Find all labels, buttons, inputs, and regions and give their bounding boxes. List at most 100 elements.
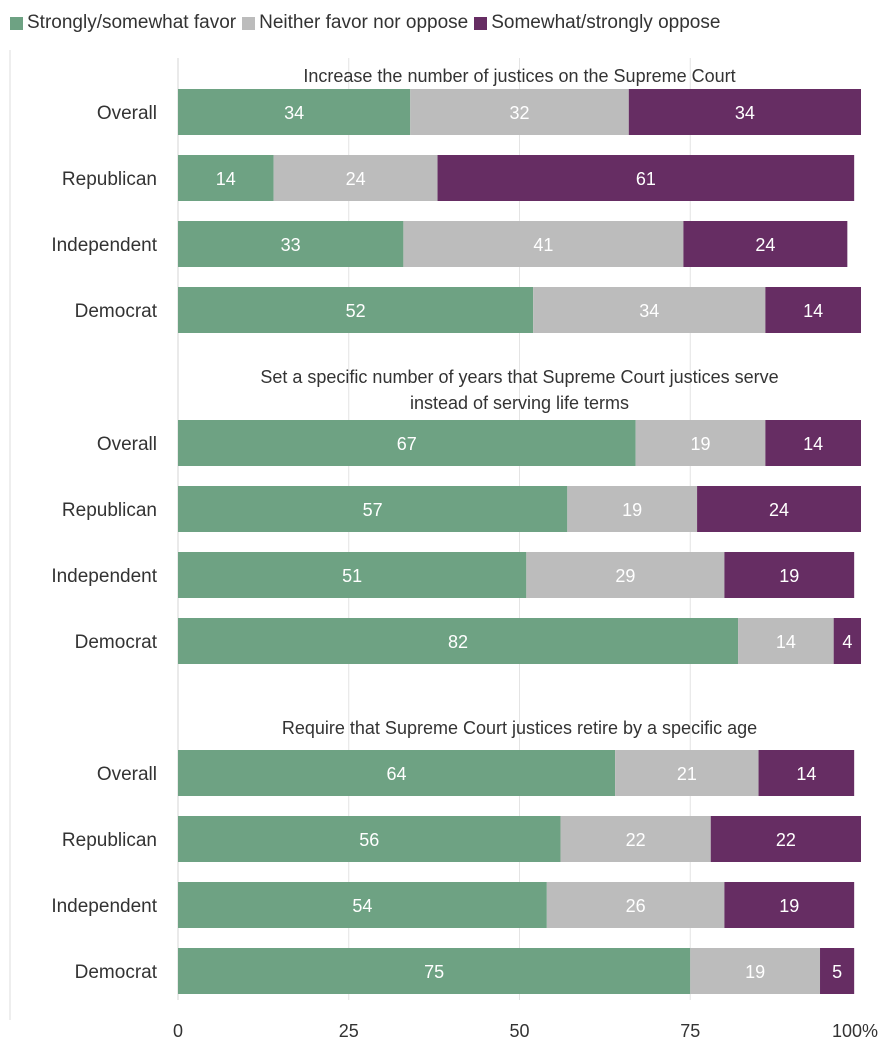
data-label: 34 (639, 301, 659, 321)
data-label: 32 (509, 103, 529, 123)
data-label: 33 (281, 235, 301, 255)
legend-swatch-neither (242, 16, 256, 30)
bar-segment (615, 750, 759, 796)
data-label: 19 (779, 896, 799, 916)
bar-segment (178, 155, 274, 201)
bar-segment (690, 948, 821, 994)
data-label: 54 (352, 896, 372, 916)
bar-segment (273, 155, 438, 201)
group-title: Set a specific number of years that Supr… (260, 367, 778, 387)
data-label: 19 (779, 566, 799, 586)
data-label: 5 (832, 962, 842, 982)
category-label: Republican (62, 500, 157, 521)
data-label: 19 (690, 434, 710, 454)
category-label: Overall (97, 103, 157, 124)
bar-segment (683, 221, 848, 267)
bar-segment (724, 552, 855, 598)
category-label: Overall (97, 764, 157, 785)
x-tick-label: 25 (339, 1021, 359, 1041)
bar-segment (178, 287, 534, 333)
bar-segment (178, 221, 404, 267)
bar-segment (546, 882, 725, 928)
bar-segment (533, 287, 766, 333)
x-tick-label: 50 (509, 1021, 529, 1041)
bar-segment (738, 618, 834, 664)
bar-segment (437, 155, 855, 201)
data-label: 14 (216, 169, 236, 189)
data-label: 4 (842, 632, 852, 652)
x-tick-label: 0 (173, 1021, 183, 1041)
data-label: 41 (533, 235, 553, 255)
data-label: 24 (755, 235, 775, 255)
data-label: 14 (776, 632, 796, 652)
bar-segment (710, 816, 861, 862)
data-label: 26 (626, 896, 646, 916)
bar-segment (758, 750, 855, 796)
data-label: 22 (626, 830, 646, 850)
data-label: 56 (359, 830, 379, 850)
data-label: 24 (769, 500, 789, 520)
legend-label-favor: Strongly/somewhat favor (27, 12, 237, 33)
x-tick-label: 100% (832, 1021, 878, 1041)
data-label: 14 (796, 764, 816, 784)
category-label: Democrat (75, 962, 158, 983)
category-label: Democrat (75, 301, 158, 322)
data-label: 19 (745, 962, 765, 982)
category-label: Independent (51, 566, 157, 587)
data-label: 75 (424, 962, 444, 982)
bar-segment (724, 882, 855, 928)
data-label: 34 (735, 103, 755, 123)
bar-segment (178, 882, 547, 928)
bar-segment (178, 420, 636, 466)
bar-segment (526, 552, 725, 598)
data-label: 34 (284, 103, 304, 123)
bar-segment (178, 89, 411, 135)
bar-segment (178, 552, 527, 598)
x-tick-label: 75 (680, 1021, 700, 1041)
bar-segment (178, 816, 561, 862)
bar-segment (765, 287, 861, 333)
legend-swatch-oppose (474, 16, 488, 30)
legend-item-neither: Neither favor nor oppose (242, 12, 468, 34)
bar-segment (178, 618, 739, 664)
bar-segment (833, 618, 861, 664)
data-label: 67 (397, 434, 417, 454)
data-label: 52 (346, 301, 366, 321)
legend-label-neither: Neither favor nor oppose (259, 12, 469, 33)
data-label: 14 (803, 301, 823, 321)
bar-segment (765, 420, 861, 466)
data-label: 51 (342, 566, 362, 586)
bar-segment (697, 486, 861, 532)
group-title: Require that Supreme Court justices reti… (282, 718, 757, 738)
bar-segment (410, 89, 629, 135)
bar-segment (560, 816, 711, 862)
bar-segment (178, 750, 616, 796)
data-label: 21 (677, 764, 697, 784)
category-label: Republican (62, 830, 157, 851)
bar-segment (628, 89, 861, 135)
data-label: 61 (636, 169, 656, 189)
data-label: 57 (363, 500, 383, 520)
bar-segment (635, 420, 766, 466)
bar-segment (820, 948, 855, 994)
data-label: 22 (776, 830, 796, 850)
group-title: instead of serving life terms (410, 393, 629, 413)
category-label: Republican (62, 169, 157, 190)
data-label: 82 (448, 632, 468, 652)
data-label: 64 (387, 764, 407, 784)
bar-segment (567, 486, 698, 532)
category-label: Overall (97, 434, 157, 455)
category-label: Independent (51, 235, 157, 256)
data-label: 29 (615, 566, 635, 586)
legend-label-oppose: Somewhat/strongly oppose (491, 12, 721, 33)
bar-segment (403, 221, 684, 267)
legend-swatch-favor (10, 16, 23, 30)
bar-segment (178, 948, 691, 994)
legend-item-favor: Strongly/somewhat favor (10, 12, 236, 34)
data-label: 24 (346, 169, 366, 189)
category-label: Democrat (75, 632, 158, 653)
bar-segment (178, 486, 568, 532)
category-label: Independent (51, 896, 157, 917)
data-label: 19 (622, 500, 642, 520)
